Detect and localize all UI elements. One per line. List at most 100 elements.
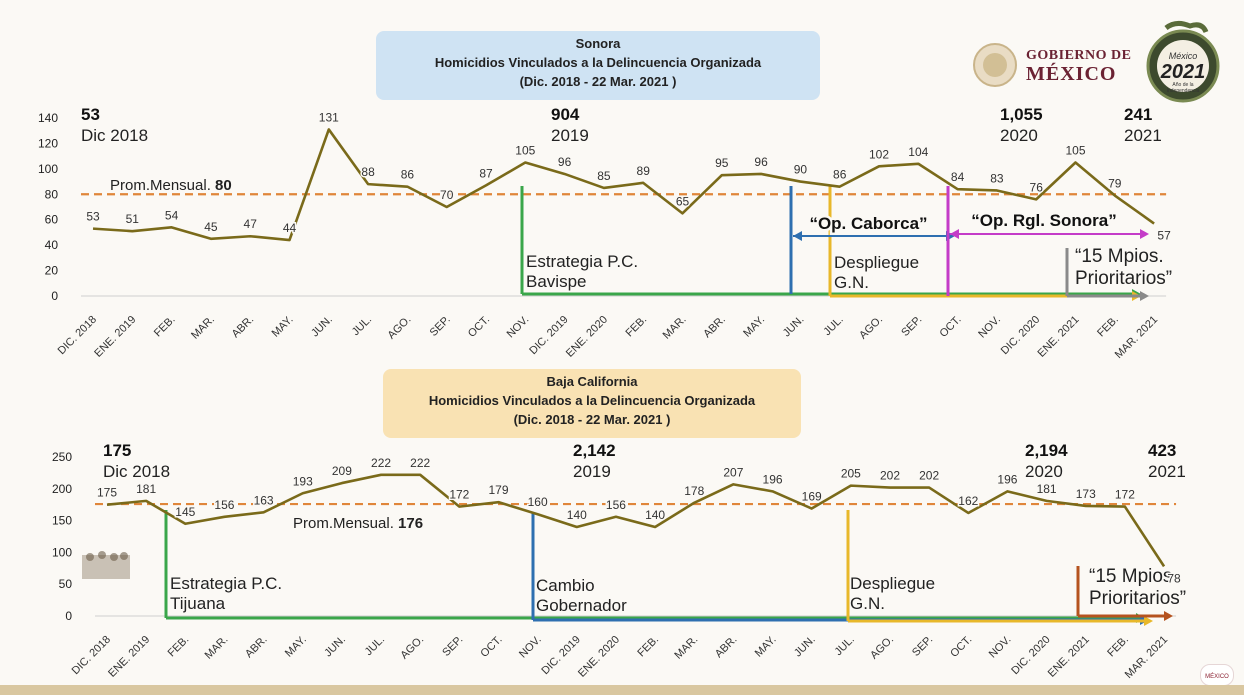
sonora-total-value: 53 (81, 105, 100, 124)
bc-data-label: 163 (254, 493, 274, 507)
sonora-category-label: ABR. (701, 314, 728, 341)
bc-category-label: SEP. (440, 634, 465, 659)
bc-ytick-label: 250 (52, 450, 72, 464)
sonora-category-label: ENE. 2021 (1036, 314, 1082, 360)
sonora-data-label: 85 (597, 169, 611, 183)
badge-text-1: México (1168, 51, 1198, 61)
bc-category-label: ABR. (243, 634, 270, 661)
sonora-total-period: 2019 (551, 126, 589, 145)
bc-ytick-label: 150 (52, 514, 72, 528)
sonora-data-label: 88 (361, 165, 375, 179)
bc-data-label: 193 (293, 474, 313, 488)
sonora-category-label: MAY. (741, 314, 767, 340)
bc-category-label: MAR. (203, 634, 231, 662)
bc-annotation-text: G.N. (850, 594, 885, 613)
sonora-ytick-label: 40 (45, 238, 59, 252)
bc-data-label: 209 (332, 464, 352, 478)
bc-data-label: 207 (723, 465, 743, 479)
bc-data-label: 173 (1076, 487, 1096, 501)
bc-annotation-text: Gobernador (536, 596, 627, 615)
bc-title-box: Baja California Homicidios Vinculados a … (383, 369, 801, 438)
sonora-annotation-arrowhead (950, 229, 959, 239)
sonora-data-label: 86 (401, 168, 415, 182)
bc-subtitle: Homicidios Vinculados a la Delincuencia … (428, 393, 756, 408)
sonora-ytick-label: 120 (38, 136, 58, 150)
sonora-category-label: JUN. (781, 314, 807, 340)
sonora-data-label: 105 (1065, 144, 1085, 158)
badge-text-3: Año de la Independencia (1166, 82, 1200, 94)
sonora-data-label: 65 (676, 194, 690, 208)
sonora-data-label: 96 (754, 155, 768, 169)
sonora-total-period: Dic 2018 (81, 126, 148, 145)
bc-category-label: ENE. 2021 (1046, 634, 1092, 680)
sonora-category-label: ENE. 2019 (92, 314, 138, 360)
serpent-badge-icon (1146, 20, 1220, 103)
bc-annotation-text: Estrategia P.C. (170, 574, 282, 593)
bc-annotation-arrowhead (1144, 616, 1153, 626)
sonora-annotation-text: “Op. Caborca” (809, 214, 927, 233)
sonora-category-label: JUL. (821, 314, 845, 338)
bc-category-label: MAY. (753, 634, 779, 660)
sonora-category-label: ENE. 2020 (564, 314, 610, 360)
bc-data-label: 222 (371, 456, 391, 470)
sonora-title-box: Sonora Homicidios Vinculados a la Delinc… (376, 31, 820, 100)
bc-data-label: 162 (958, 494, 978, 508)
sonora-annotation-arrowhead (1140, 229, 1149, 239)
bc-category-label: AGO. (868, 634, 896, 662)
bc-category-label: SEP. (910, 634, 935, 659)
sonora-data-label: 105 (515, 144, 535, 158)
sonora-data-label: 131 (319, 110, 339, 124)
sonora-title: Sonora (575, 36, 621, 51)
bc-ytick-label: 100 (52, 545, 72, 559)
bc-total-value: 175 (103, 441, 131, 460)
bc-category-label: ENE. 2020 (576, 634, 622, 680)
sonora-data-label: 89 (637, 164, 651, 178)
sonora-category-label: JUN. (309, 314, 335, 340)
bc-category-label: MAR. (672, 634, 700, 662)
sonora-category-label: MAR. (189, 314, 217, 342)
corner-badge: MÉXICO (1200, 664, 1234, 686)
bc-category-label: FEB. (1105, 634, 1131, 660)
historic-figures-icon (82, 551, 130, 579)
bc-annotation-text: Cambio (536, 576, 595, 595)
sonora-data-label: 76 (1030, 180, 1044, 194)
sonora-data-label: 79 (1108, 177, 1122, 191)
sonora-annotation-text: Bavispe (526, 272, 586, 291)
sonora-average-value: 80 (215, 177, 232, 194)
sonora-annotation-text: “Op. Rgl. Sonora” (971, 211, 1116, 230)
bc-ytick-label: 50 (59, 577, 73, 591)
sonora-average-text: Prom.Mensual. (110, 177, 215, 194)
sonora-ytick-label: 20 (45, 264, 59, 278)
eagle-seal-icon (973, 43, 1017, 87)
bc-data-label: 175 (97, 486, 117, 500)
sonora-data-label: 95 (715, 156, 729, 170)
bc-category-label: ABR. (713, 634, 740, 661)
sonora-category-label: NOV. (505, 314, 532, 341)
sonora-data-label: 83 (990, 171, 1004, 185)
bc-total-value: 423 (1148, 441, 1176, 460)
sonora-ytick-label: 100 (38, 162, 58, 176)
bc-total-period: 2021 (1148, 462, 1186, 481)
sonora-data-label: 104 (908, 145, 928, 159)
sonora-total-period: 2021 (1124, 126, 1162, 145)
bc-category-label: JUL. (832, 634, 856, 658)
bc-data-label: 202 (880, 469, 900, 483)
sonora-ytick-label: 140 (38, 111, 58, 125)
sonora-total-value: 241 (1124, 105, 1152, 124)
sonora-data-label: 90 (794, 163, 808, 177)
sonora-annotation-text: Prioritarios” (1075, 268, 1172, 289)
sonora-category-label: NOV. (976, 314, 1003, 341)
bc-average-label: Prom.Mensual. 176 (293, 515, 423, 532)
sonora-category-label: AGO. (386, 314, 414, 342)
bc-category-label: JUN. (322, 634, 348, 660)
sonora-category-label: FEB. (152, 314, 178, 340)
bc-category-label: FEB. (635, 634, 661, 660)
logo-text-line2: MÉXICO (1026, 63, 1117, 85)
sonora-data-label: 84 (951, 170, 965, 184)
sonora-category-label: MAR. (661, 314, 689, 342)
bc-category-label: MAR. 2021 (1123, 634, 1170, 681)
bc-average-value: 176 (398, 515, 423, 532)
bc-annotation-text: “15 Mpios. (1089, 566, 1178, 587)
gobierno-logo: GOBIERNO DE MÉXICO (972, 42, 1142, 94)
